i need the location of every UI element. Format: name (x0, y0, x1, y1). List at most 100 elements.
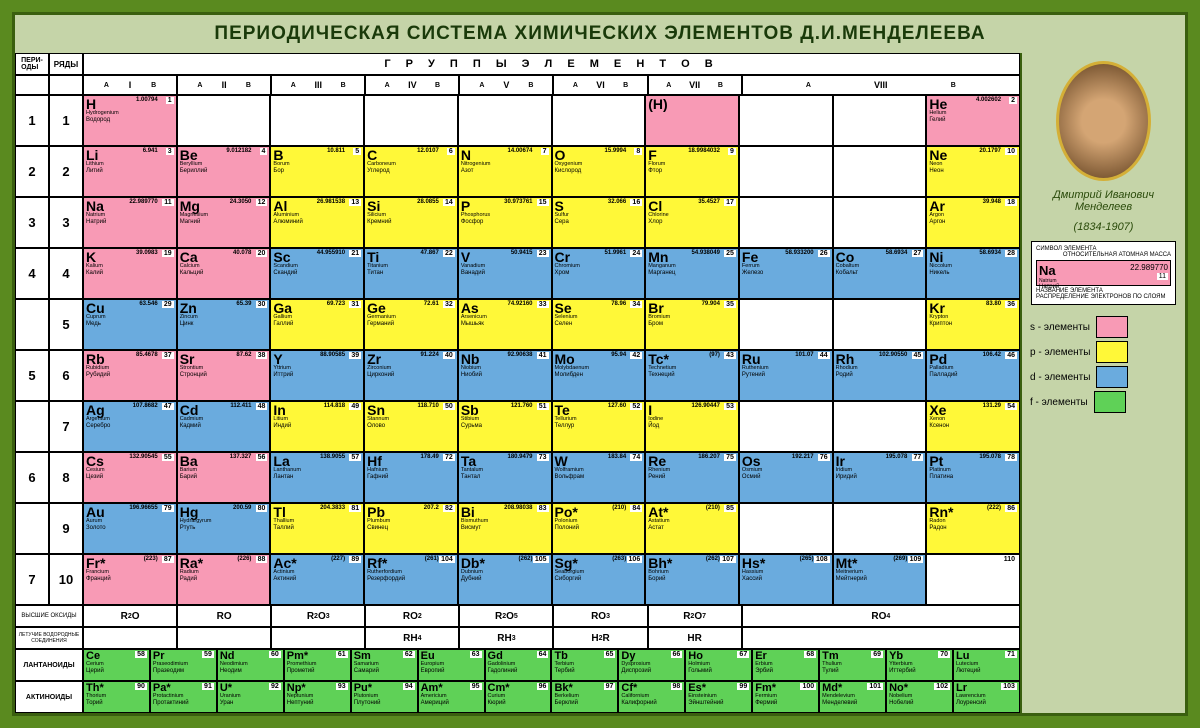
lanthanides-label: ЛАНТАНОИДЫ (15, 649, 83, 681)
empty-cell (833, 197, 927, 248)
actinides-label: АКТИНОИДЫ (15, 681, 83, 713)
row-label: 5 (49, 299, 83, 350)
oxides-cell: RO4 (742, 605, 1020, 627)
element-Sm: 62SmSamariumСамарий (351, 649, 418, 681)
element-Bi: 83Bi208.98038BismuthumВисмут (458, 503, 552, 554)
legend-block: p - элементы (1030, 341, 1177, 363)
period-label (15, 503, 49, 554)
element-Yb: 70YbYtterbiumИттербий (886, 649, 953, 681)
element-Ce: 58CeCeriumЦерий (83, 649, 150, 681)
element-As: 33As74.92160ArsenicumМышьяк (458, 299, 552, 350)
element-Pt: 78Pt195.078PlatinumПлатина (926, 452, 1020, 503)
element-F: 9F18.9984032FlorumФтор (645, 146, 739, 197)
element-V: 23V50.9415VanadiumВанадий (458, 248, 552, 299)
periodic-table-frame: ПЕРИОДИЧЕСКАЯ СИСТЕМА ХИМИЧЕСКИХ ЭЛЕМЕНТ… (12, 12, 1188, 716)
element-Cs: 55Cs132.90545CesiumЦезий (83, 452, 177, 503)
hydrides-cell: H2R (553, 627, 647, 649)
element-Hf: 72Hf178.49HafniumГафний (364, 452, 458, 503)
empty-cell (739, 503, 833, 554)
element-He: 2He4.002602HeliumГелий (926, 95, 1020, 146)
group-header-III: AIIIB (271, 75, 365, 95)
element-Si: 14Si28.0855SiliciumКремний (364, 197, 458, 248)
empty-cell (833, 95, 927, 146)
empty-cell (364, 95, 458, 146)
legend-blocks: s - элементыp - элементыd - элементыf - … (1030, 313, 1177, 416)
hydrides-cell (742, 627, 1020, 649)
oxides-cell: RO2 (365, 605, 459, 627)
element-Tb: 65TbTerbiumТербий (551, 649, 618, 681)
empty-cell (739, 401, 833, 452)
element-In: 49In114.818LitiumИндий (270, 401, 364, 452)
element-Xe: 54Xe131.29XenonКсенон (926, 401, 1020, 452)
element-K: 19K39.0983KaliumКалий (83, 248, 177, 299)
group-header-I: AIB (83, 75, 177, 95)
element-Ge: 32Ge72.61GermaniumГерманий (364, 299, 458, 350)
empty-cell (739, 95, 833, 146)
hydrides-cell (177, 627, 271, 649)
element-O: 8O15.9994OxygeniumКислород (552, 146, 646, 197)
element-Cu: 29Cu63.546CuprumМедь (83, 299, 177, 350)
element-Nd: 60NdNeodimiumНеодим (217, 649, 284, 681)
element-Ac: 89Ac*(227)ActiniumАктиний (270, 554, 364, 605)
group-header-VIII: AVIIIB (742, 75, 1020, 95)
empty-cell (552, 95, 646, 146)
hydrides-cell: HR (648, 627, 742, 649)
element-Bh: 107Bh*(262)BohriumБорий (645, 554, 739, 605)
element-Ni: 28Ni58.6934NiccolumНикель (926, 248, 1020, 299)
group-header-VI: AVIB (553, 75, 647, 95)
element-Ca: 20Ca40.078CalciumКальций (177, 248, 271, 299)
element-Db: 105Db*(262)DubniumДубний (458, 554, 552, 605)
empty-cell (739, 197, 833, 248)
oxides-cell: R2O (83, 605, 177, 627)
element-Na: 11Na22.989770NatriumНатрий (83, 197, 177, 248)
empty-cell (270, 95, 364, 146)
element-Er: 68ErErbiumЭрбий (752, 649, 819, 681)
period-label: 4 (15, 248, 49, 299)
element-Pm: 61Pm*PromethiumПрометий (284, 649, 351, 681)
period-label: 6 (15, 452, 49, 503)
empty-cell (833, 146, 927, 197)
legend-sample-cell: Na 22.989770 11 Natrium Натрий (1036, 260, 1171, 286)
table-zone: ПЕРИ- ОДЫ РЯДЫ Г Р У П П Ы Э Л Е М Е Н Т… (15, 53, 1020, 713)
rows-header: РЯДЫ (49, 53, 83, 75)
element-Zr: 40Zr91.224ZirconiumЦирконий (364, 350, 458, 401)
element-Sg: 106Sg*(263)SeaborgiumСиборгий (552, 554, 646, 605)
element-Mt: 109Mt*(269)MeitneriumМейтнерий (833, 554, 927, 605)
element-Ba: 56Ba137.327BariumБарий (177, 452, 271, 503)
element-: 110 (926, 554, 1020, 605)
element-C: 6C12.0107CarboneumУглерод (364, 146, 458, 197)
legend-box: СИМВОЛ ЭЛЕМЕНТА ОТНОСИТЕЛЬНАЯ АТОМНАЯ МА… (1031, 241, 1176, 305)
element-Pd: 46Pd106.42PalladiumПалладий (926, 350, 1020, 401)
empty-cell (739, 299, 833, 350)
element-Co: 27Co58.6934CobaltumКобальт (833, 248, 927, 299)
element-Tc: 43Tc*(97)TechnetiumТехнеций (645, 350, 739, 401)
bio-name: Дмитрий Иванович Менделеев (1030, 189, 1177, 213)
oxides-cell: R2O3 (271, 605, 365, 627)
row-label: 9 (49, 503, 83, 554)
element-Ra: 88Ra*(226)RadiumРадий (177, 554, 271, 605)
element-Li: 3Li6.941LithiumЛитий (83, 146, 177, 197)
row-label: 10 (49, 554, 83, 605)
legend-block: s - элементы (1030, 316, 1177, 338)
empty-cell (833, 401, 927, 452)
element-Cr: 24Cr51.9961ChromiumХром (552, 248, 646, 299)
element-Fe: 26Fe58.933200FerrumЖелезо (739, 248, 833, 299)
element-Al: 13Al26.981538AluminiumАлюминий (270, 197, 364, 248)
element-Ar: 18Ar39.948ArgonАргон (926, 197, 1020, 248)
element-No: 102No*NobeliumНобелий (886, 681, 953, 713)
periods-header: ПЕРИ- ОДЫ (15, 53, 49, 75)
hydrides-cell (83, 627, 177, 649)
element-Mo: 42Mo95.94MolybdaenumМолибден (552, 350, 646, 401)
element-Rn: 86Rn*(222)RadonРадон (926, 503, 1020, 554)
legend-block: f - элементы (1030, 391, 1177, 413)
oxides-cell: RO3 (553, 605, 647, 627)
element-Kr: 36Kr83.80KryptonКриптон (926, 299, 1020, 350)
element-Bk: 97Bk*BerkeliumБерклий (551, 681, 618, 713)
element-Pb: 82Pb207.2PlumbumСвинец (364, 503, 458, 554)
element-Md: 101Md*MendeleviumМенделевий (819, 681, 886, 713)
element-Dy: 66DyDysprosiumДиспрозий (618, 649, 685, 681)
element-Os: 76Os192.217OsmiumОсмий (739, 452, 833, 503)
element-Rb: 37Rb85.4678RubidiumРубидий (83, 350, 177, 401)
element-Cd: 48Cd112.411CadmiumКадмий (177, 401, 271, 452)
element-Gd: 64GdGadoliniumГадолиний (485, 649, 552, 681)
